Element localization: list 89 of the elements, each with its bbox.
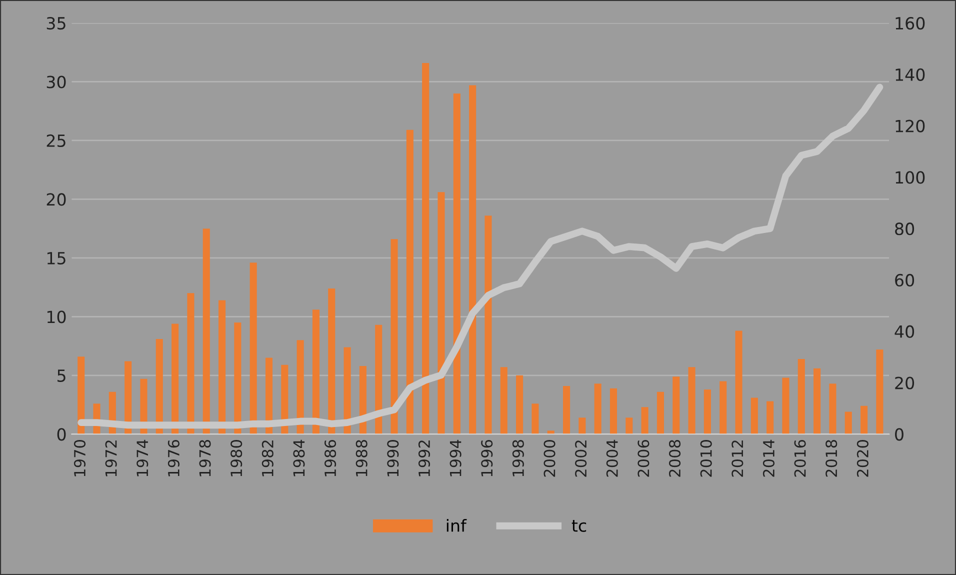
- y2-tick-label: 60: [895, 274, 914, 287]
- x-tick-label: 2004: [606, 440, 618, 477]
- bar: [876, 350, 884, 434]
- x-tick-label: 1976: [168, 440, 180, 476]
- bar: [422, 62, 430, 434]
- bar: [735, 330, 742, 434]
- bar: [500, 367, 508, 434]
- bar: [344, 347, 351, 434]
- y-tick-label: 0: [57, 428, 66, 441]
- y-tick-label: 25: [46, 134, 66, 148]
- y2-tick-label: 0: [895, 428, 904, 441]
- legend-label: tc: [572, 520, 586, 532]
- bar: [469, 85, 476, 434]
- y2-tick-label: 160: [896, 16, 925, 30]
- bar: [578, 418, 586, 434]
- bar: [172, 324, 179, 434]
- x-tick-label: 2016: [794, 440, 806, 477]
- bar: [641, 407, 648, 434]
- bar: [328, 288, 336, 434]
- bar: [688, 367, 696, 434]
- y2-tick-label: 140: [896, 68, 925, 81]
- x-tick-label: 2000: [544, 440, 556, 477]
- y-tick-label: 35: [46, 16, 66, 30]
- bar: [156, 338, 163, 434]
- y2-tick-label: 100: [896, 171, 925, 184]
- bar: [375, 324, 382, 434]
- x-tick-label: 1988: [356, 440, 368, 476]
- y2-tick-label: 20: [895, 376, 914, 390]
- bar: [484, 216, 492, 434]
- bar: [766, 401, 774, 434]
- y-tick-label: 15: [47, 252, 66, 264]
- legend-label: inf: [446, 519, 467, 532]
- x-tick-label: 2002: [575, 440, 587, 477]
- x-tick-label: 2010: [700, 440, 712, 477]
- x-tick-label: 1982: [262, 440, 274, 476]
- y2-tick-label: 120: [896, 120, 925, 132]
- x-tick-label: 1972: [105, 440, 117, 476]
- x-tick-label: 1994: [450, 440, 462, 476]
- x-tick-label: 1986: [324, 440, 336, 476]
- bar: [656, 392, 664, 434]
- bar: [562, 386, 570, 434]
- bar: [250, 262, 257, 434]
- y2-tick-label: 80: [895, 222, 914, 236]
- y2-tick-label: 40: [894, 325, 914, 338]
- x-tick-label: 2012: [732, 440, 744, 477]
- bar: [312, 310, 320, 434]
- bar: [406, 130, 414, 434]
- x-tick-label: 2020: [856, 440, 868, 477]
- bar: [187, 293, 194, 434]
- x-tick-label: 1978: [199, 440, 211, 476]
- x-tick-label: 1992: [418, 440, 430, 476]
- bar: [202, 228, 210, 434]
- bar: [844, 412, 852, 434]
- bar: [782, 378, 790, 434]
- x-tick-label: 2018: [826, 440, 838, 477]
- bar: [296, 340, 304, 434]
- x-tick-label: 2006: [638, 440, 650, 477]
- bar: [438, 192, 445, 434]
- x-tick-label: 1998: [512, 440, 524, 476]
- bar: [798, 358, 805, 434]
- y-tick-label: 10: [47, 310, 66, 324]
- y-tick-label: 20: [46, 193, 66, 206]
- bar: [453, 93, 460, 434]
- bar: [750, 398, 758, 434]
- bar: [626, 418, 633, 434]
- bar: [78, 356, 85, 434]
- bar: [234, 322, 242, 434]
- bar: [516, 375, 524, 434]
- x-tick-label: 1974: [136, 440, 148, 476]
- x-tick-label: 1996: [481, 440, 493, 476]
- x-tick-label: 1970: [74, 440, 86, 476]
- bar: [814, 368, 821, 434]
- bar: [720, 381, 727, 434]
- x-tick-label: 1990: [387, 440, 399, 476]
- x-tick-label: 1984: [293, 440, 305, 476]
- bar: [218, 300, 226, 434]
- bar: [672, 376, 680, 434]
- bar: [594, 384, 602, 434]
- x-tick-label: 2014: [762, 440, 775, 477]
- y-tick-label: 30: [46, 76, 66, 88]
- bar: [610, 388, 618, 434]
- bar: [704, 389, 711, 434]
- bar: [390, 239, 398, 434]
- bar: [532, 404, 539, 434]
- bar: [860, 406, 868, 434]
- x-tick-label: 2008: [669, 440, 681, 477]
- x-tick-label: 1980: [230, 440, 242, 476]
- bar: [829, 384, 836, 434]
- y-tick-label: 5: [58, 370, 66, 382]
